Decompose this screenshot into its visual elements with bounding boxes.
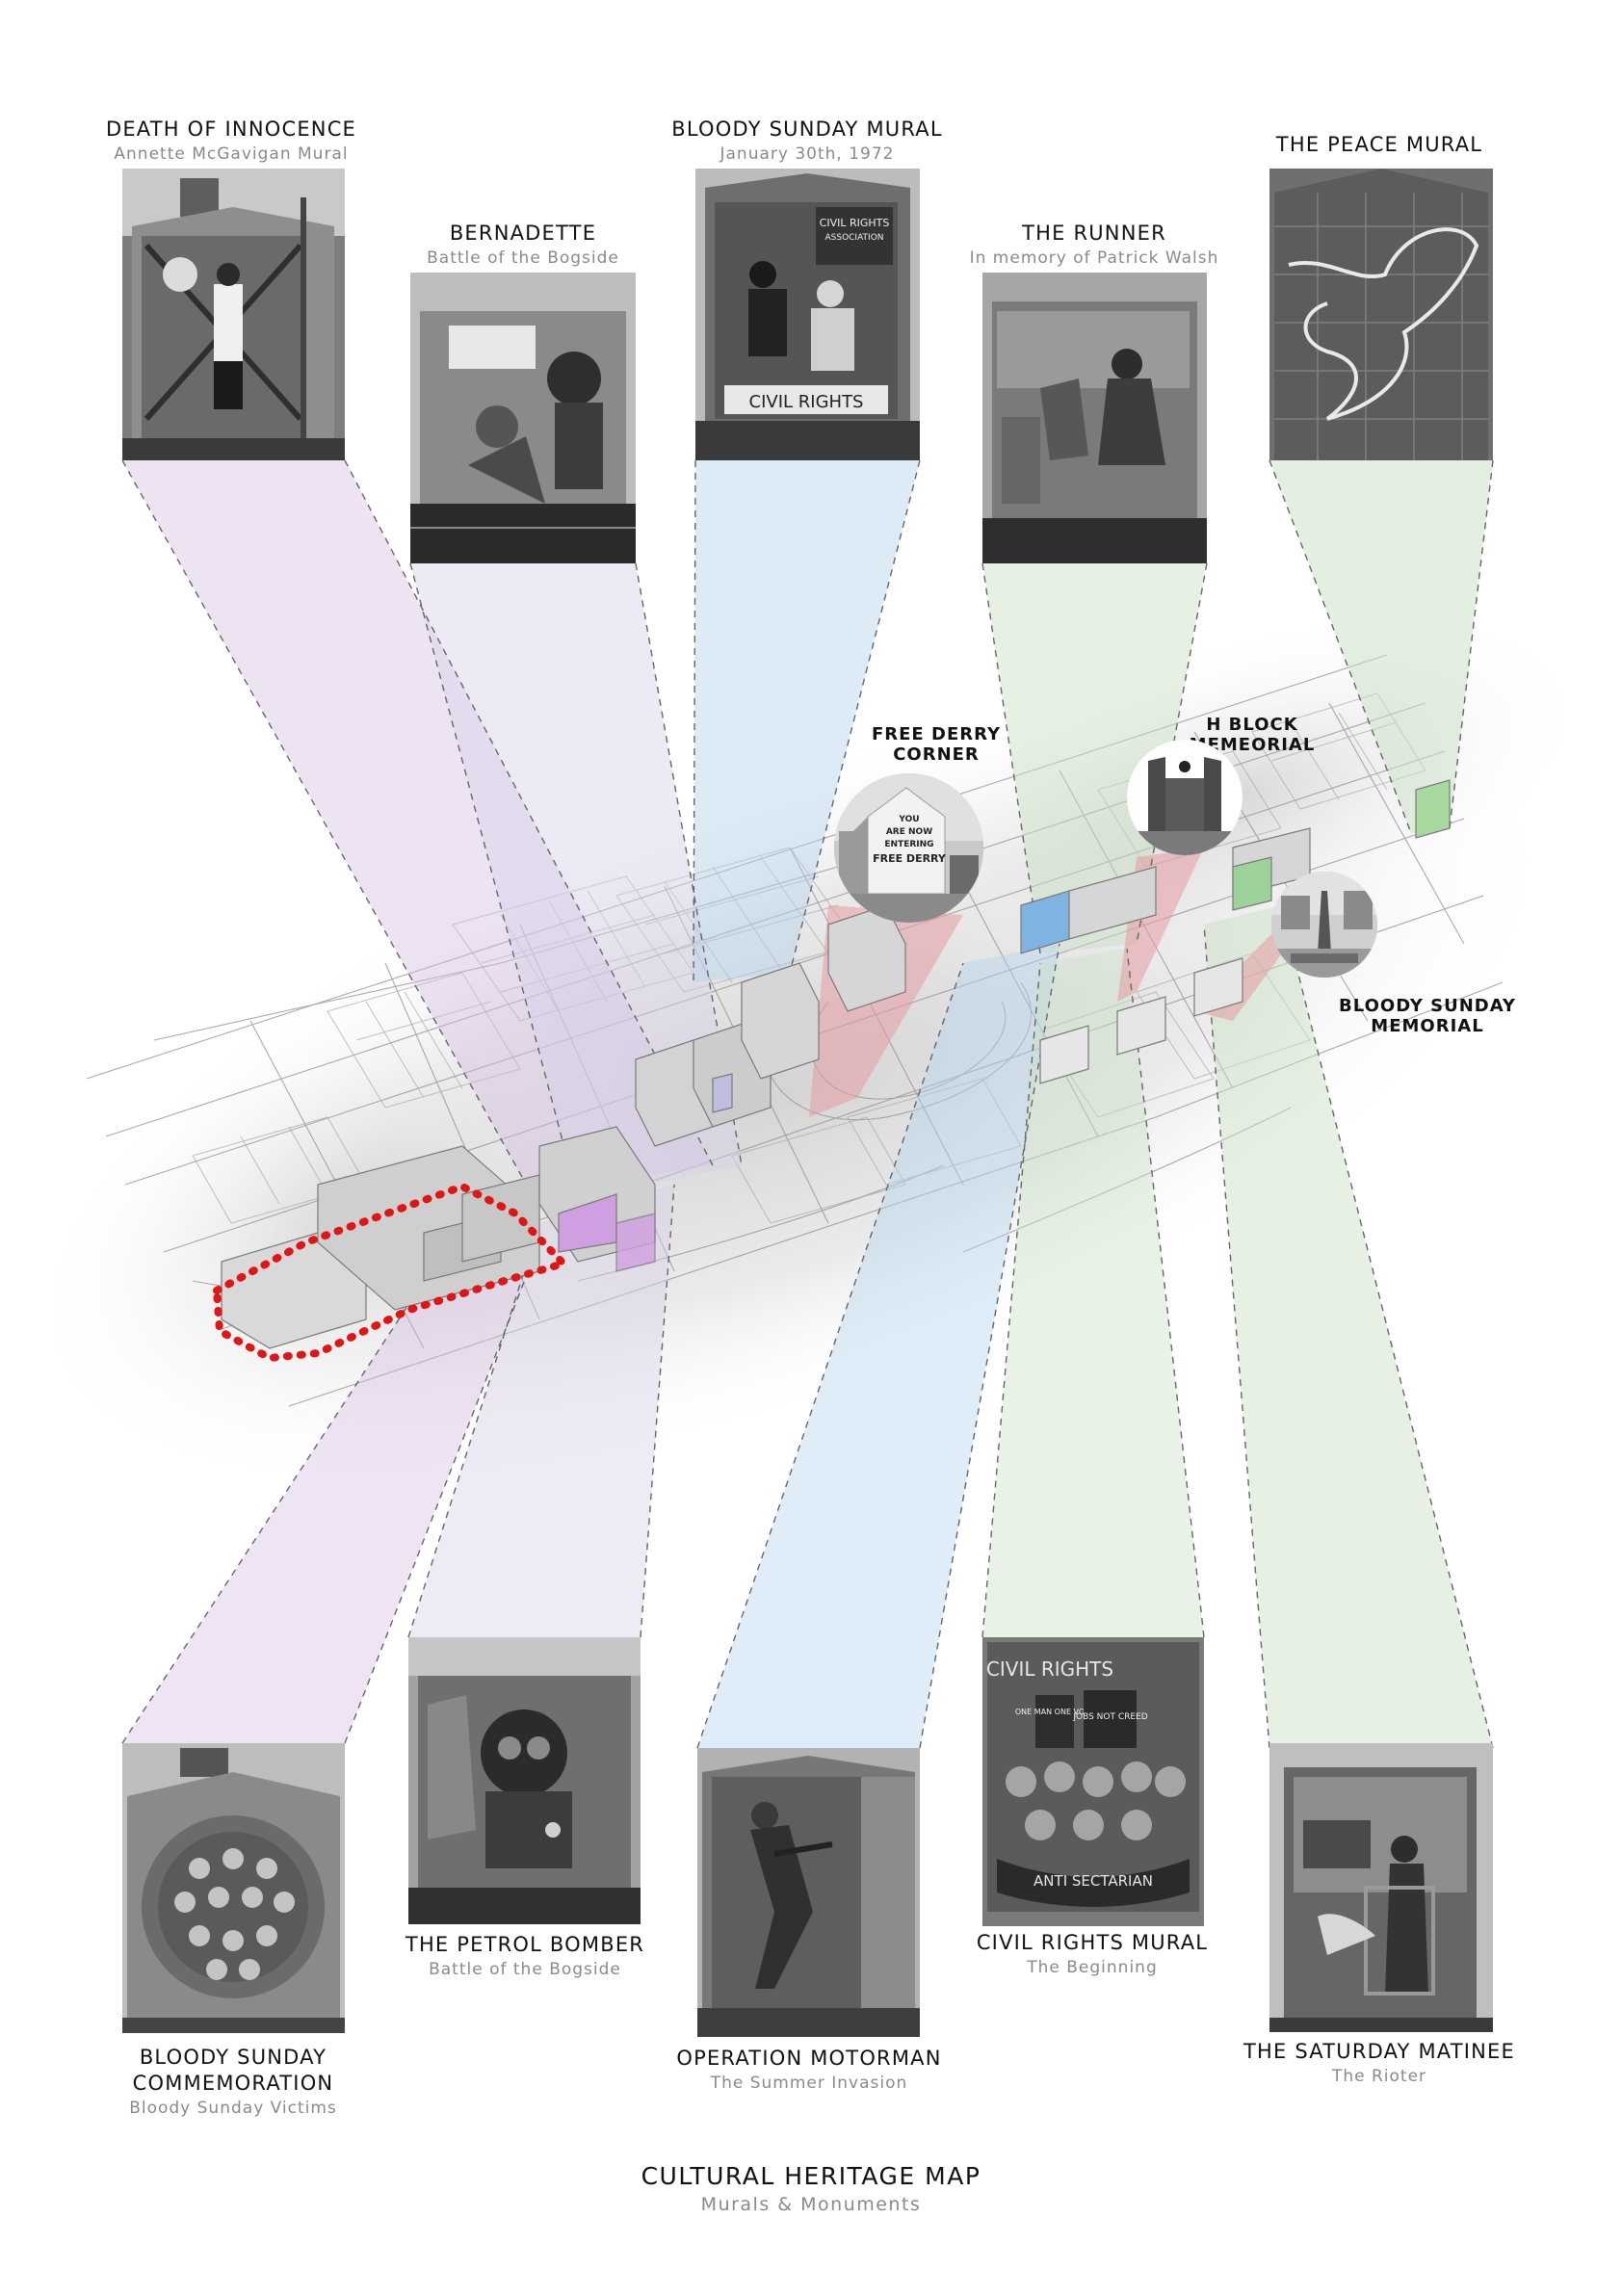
mural-title: BLOODY SUNDAY [139,2046,327,2069]
photo-caption: JOBS NOT CREED [1072,1712,1147,1722]
photo-caption: CIVIL RIGHTS [749,392,864,412]
mural-title: THE PETROL BOMBER [405,1933,645,1956]
parcel-grid [192,692,1426,1224]
mural-label-bloody-sunday-mural: BLOODY SUNDAY MURAL January 30th, 1972 [671,117,943,166]
mural-label-the-saturday-matinee: THE SATURDAY MATINEE The Rioter [1243,2039,1515,2088]
mural-subtitle: The Summer Invasion [710,2074,908,2093]
photo-civil-rights-mural[interactable]: CIVIL RIGHTS ONE MAN ONE VOTE JOBS NOT C… [982,1637,1204,1926]
mural-subtitle: Battle of the Bogside [429,1960,621,1979]
mural-label-bernadette: BERNADETTE Battle of the Bogside [427,221,619,270]
photo-the-petrol-bomber[interactable] [408,1637,641,1924]
photo-caption: ANTI SECTARIAN [1033,1872,1153,1890]
photo-h-block-memorial[interactable] [1127,740,1243,855]
mural-label-death-of-innocence: DEATH OF INNOCENCE Annette McGavigan Mur… [106,117,356,166]
mural-subtitle: Battle of the Bogside [427,248,619,268]
photo-bloody-sunday-mural[interactable]: CIVIL RIGHTS ASSOCIATION CIVIL RIGHTS [695,169,920,460]
photo-the-peace-mural[interactable] [1269,169,1493,460]
mural-title: BLOODY SUNDAY MURAL [671,117,943,141]
mural-label-the-petrol-bomber: THE PETROL BOMBER Battle of the Bogside [406,1932,644,1981]
mural-label-the-peace-mural: THE PEACE MURAL [1276,132,1482,158]
photo-free-derry-corner[interactable]: YOU ARE NOW ENTERING FREE DERRY [834,773,983,923]
projection-edges [121,459,1494,1749]
site-boundary [212,1182,571,1363]
mural-title: THE PEACE MURAL [1275,133,1483,156]
mural-subtitle: The Rioter [1331,2067,1427,2086]
mural-title: CIVIL RIGHTS MURAL [976,1931,1209,1954]
map-footer: CULTURAL HERITAGE MAP Murals & Monuments [641,2161,981,2217]
wall-text: ENTERING [884,840,933,849]
mural-title: THE RUNNER [1022,222,1166,245]
mural-subtitle: January 30th, 1972 [719,144,895,164]
monument-label-bloody-sunday-memorial: BLOODY SUNDAY MEMORIAL [1339,996,1516,1036]
monument-title: H BLOCK [1206,715,1298,735]
map-title: CULTURAL HERITAGE MAP [641,2162,981,2190]
mural-title: BERNADETTE [449,222,597,245]
monument-title: BLOODY SUNDAY [1339,996,1516,1016]
wall-text: YOU [898,815,919,824]
photo-bloody-sunday-commemoration[interactable] [122,1743,345,2033]
photo-the-runner[interactable] [982,273,1207,563]
mural-label-operation-motorman: OPERATION MOTORMAN The Summer Invasion [676,2046,941,2095]
monument-label-free-derry-corner: FREE DERRY CORNER [872,724,1001,765]
mural-label-bloody-sunday-commemoration: BLOODY SUNDAY COMMEMORATION Bloody Sunda… [129,2045,337,2120]
monument-title: CORNER [893,744,980,765]
monument-title: FREE DERRY [871,724,1002,744]
mural-subtitle: Bloody Sunday Victims [129,2099,337,2118]
mural-label-the-runner: THE RUNNER In memory of Patrick Walsh [970,221,1219,270]
photo-bloody-sunday-memorial[interactable] [1271,872,1377,978]
monument-title: MEMORIAL [1371,1016,1484,1036]
photo-caption: ONE MAN ONE VOTE [1015,1708,1094,1716]
map-subtitle: Murals & Monuments [700,2194,922,2215]
photo-bernadette[interactable] [410,273,636,563]
mural-label-civil-rights-mural: CIVIL RIGHTS MURAL The Beginning [977,1930,1208,1979]
wall-text: FREE DERRY [873,852,947,865]
photo-operation-motorman[interactable] [697,1748,920,2037]
mural-subtitle: Annette McGavigan Mural [114,144,349,164]
wall-text: ARE NOW [886,827,932,837]
mural-title: DEATH OF INNOCENCE [105,117,357,141]
mural-title: COMMEMORATION [132,2072,334,2095]
photo-caption: ASSOCIATION [824,233,883,243]
mural-subtitle: The Beginning [1027,1958,1158,1977]
mural-title: THE SATURDAY MATINEE [1243,2040,1515,2063]
photo-death-of-innocence[interactable] [122,169,345,460]
photo-the-saturday-matinee[interactable] [1269,1743,1493,2032]
photo-caption: CIVIL RIGHTS [986,1657,1113,1681]
mural-subtitle: In memory of Patrick Walsh [969,248,1219,268]
projection-beams [122,460,1493,1748]
photo-caption: CIVIL RIGHTS [820,217,890,229]
mural-title: OPERATION MOTORMAN [676,2047,942,2070]
